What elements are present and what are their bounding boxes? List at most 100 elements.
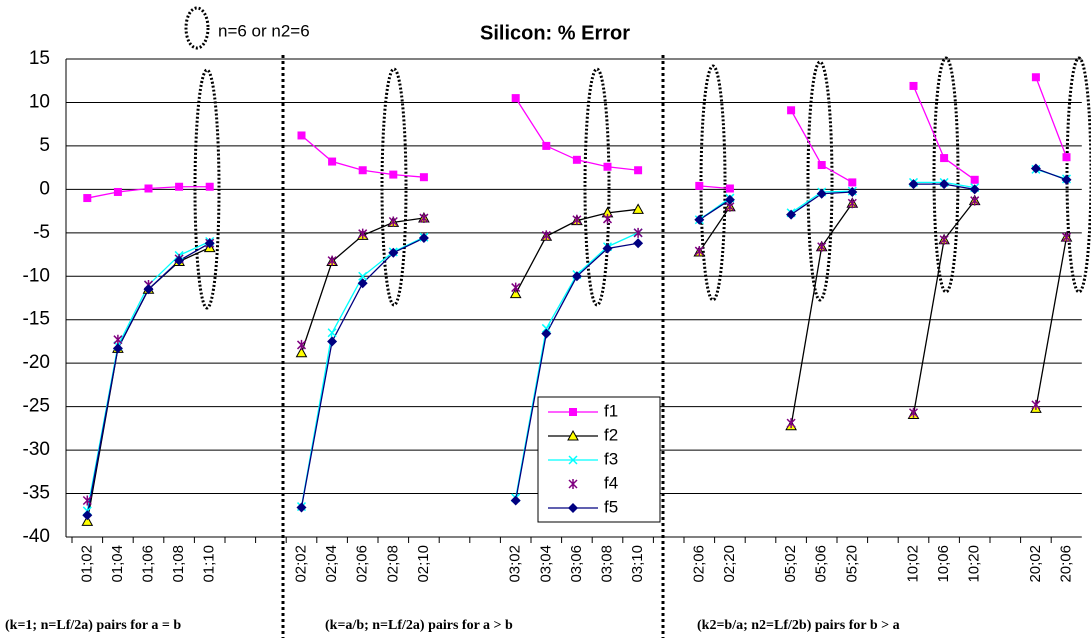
marker <box>970 175 979 184</box>
marker <box>511 94 520 103</box>
x-tick-label: 01;04 <box>109 545 126 583</box>
marker <box>602 243 613 254</box>
x-tick-label: 02;02 <box>292 545 309 583</box>
x-tick-label: 05;06 <box>813 545 830 583</box>
marker <box>205 182 214 191</box>
marker <box>295 346 308 358</box>
marker <box>388 216 398 227</box>
x-tick-label: 02;04 <box>323 545 340 583</box>
marker <box>296 502 307 513</box>
group-label: (k2=b/a; n2=Lf/2b) pairs for b > a <box>697 618 900 633</box>
marker <box>143 284 154 295</box>
y-tick-label: -25 <box>23 396 50 417</box>
x-tick-label: 10;06 <box>935 545 952 583</box>
y-tick-label: -30 <box>23 439 50 460</box>
legend-label: f1 <box>604 401 618 420</box>
marker <box>358 166 367 175</box>
marker <box>1061 174 1072 185</box>
x-tick-label: 05;02 <box>782 545 799 583</box>
x-tick-label: 02;06 <box>690 545 707 583</box>
marker <box>82 495 92 506</box>
marker <box>328 157 337 166</box>
marker <box>572 214 582 225</box>
marker <box>786 418 796 429</box>
x-tick-label: 01;10 <box>201 545 218 583</box>
marker <box>969 184 980 195</box>
y-tick-label: -15 <box>23 309 50 330</box>
y-tick-label: -10 <box>23 265 50 286</box>
x-tick-label: 03;06 <box>568 545 585 583</box>
marker <box>939 234 949 245</box>
marker <box>724 194 735 205</box>
marker <box>327 336 338 347</box>
annotation-ellipse <box>184 6 210 50</box>
marker <box>940 154 949 163</box>
marker <box>419 173 428 182</box>
marker <box>787 106 796 115</box>
legend-label: f3 <box>604 449 618 468</box>
marker <box>694 246 704 257</box>
x-tick-label: 10;02 <box>904 545 921 583</box>
y-tick-label: -40 <box>23 526 50 547</box>
marker <box>542 141 551 150</box>
marker <box>357 278 368 289</box>
x-tick-label: 03;04 <box>537 545 554 583</box>
y-tick-label: -35 <box>23 483 50 504</box>
x-tick-label: 20;02 <box>1027 545 1044 583</box>
legend-marker <box>568 503 578 513</box>
x-tick-label: 03;08 <box>598 545 615 583</box>
legend-label: f5 <box>604 497 618 516</box>
legend-label: f2 <box>604 425 618 444</box>
y-tick-label: 10 <box>29 91 50 112</box>
marker <box>634 166 643 175</box>
chart-title: Silicon: % Error <box>480 22 630 44</box>
marker <box>358 271 368 281</box>
marker <box>939 179 950 190</box>
marker <box>1031 399 1041 410</box>
legend: f1 f2 f3 f4 f5 <box>537 396 661 523</box>
marker <box>816 188 827 199</box>
marker <box>327 255 337 266</box>
x-tick-label: 01;08 <box>170 545 187 583</box>
marker <box>83 194 92 203</box>
marker <box>81 515 94 526</box>
x-tick-label: 02;10 <box>415 545 432 583</box>
y-tick-label: 0 <box>39 178 50 199</box>
marker <box>633 227 643 238</box>
marker <box>509 287 522 299</box>
marker <box>1062 153 1071 162</box>
marker <box>113 334 123 345</box>
marker <box>112 343 123 354</box>
marker <box>541 323 551 333</box>
x-tick-label: 20;06 <box>1057 545 1074 583</box>
marker <box>572 155 581 164</box>
ellipses <box>193 56 1091 310</box>
legend-marker <box>568 455 578 465</box>
marker <box>296 339 307 350</box>
marker <box>113 187 122 196</box>
marker <box>695 181 704 190</box>
marker <box>388 247 399 258</box>
marker <box>358 228 368 239</box>
marker <box>82 510 93 521</box>
x-tick-label: 02;06 <box>354 545 371 583</box>
marker <box>970 195 980 206</box>
marker <box>908 179 919 190</box>
marker <box>511 282 521 293</box>
legend-marker <box>567 429 579 441</box>
marker <box>847 186 858 197</box>
legend-label: f4 <box>604 473 618 492</box>
x-tick-label: 02;08 <box>384 545 401 583</box>
marker <box>144 184 153 193</box>
group-label: (k=1; n=Lf/2a) pairs for a = b <box>5 618 181 633</box>
marker <box>327 328 337 338</box>
marker <box>510 495 521 506</box>
x-tick-label: 05;20 <box>843 545 860 583</box>
marker <box>297 131 306 140</box>
marker <box>418 233 429 244</box>
x-tick-label: 03;10 <box>629 545 646 583</box>
marker <box>571 271 582 282</box>
group-label: (k=a/b; n=Lf/2a) pairs for a > b <box>325 618 513 633</box>
marker <box>632 203 644 214</box>
